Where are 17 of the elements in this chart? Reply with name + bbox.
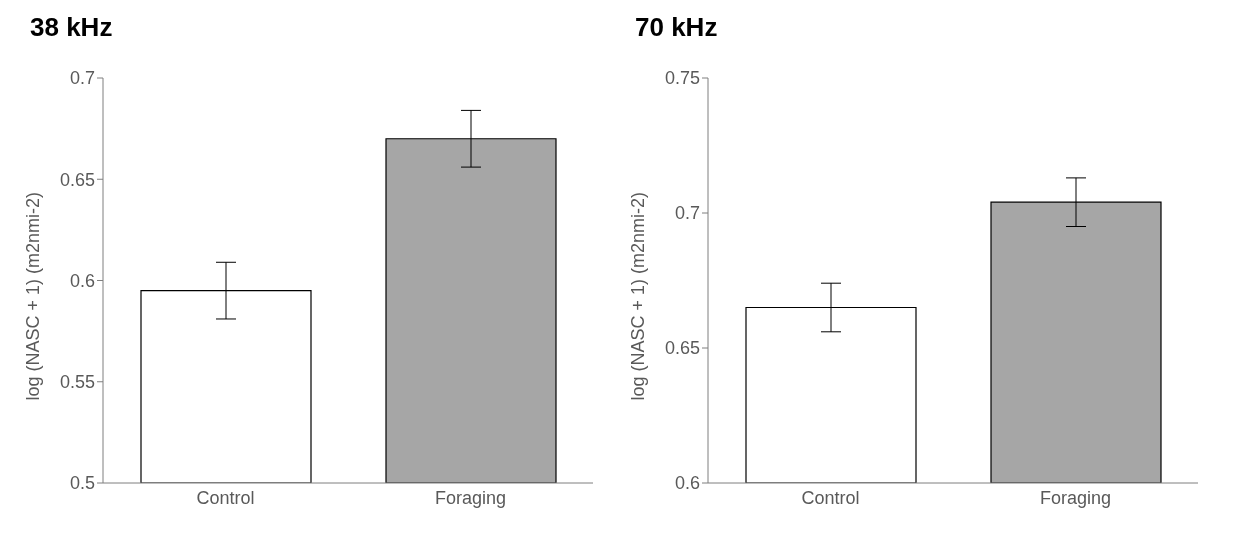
y-tick-label: 0.55 [59,372,95,393]
y-tick-label: 0.75 [664,68,700,89]
x-tick-label: Control [801,487,860,508]
y-tick-label: 0.5 [69,473,95,494]
x-tick-label: Control [196,487,255,508]
chart-title: 70 kHz [635,12,718,43]
y-tick-label: 0.6 [674,473,700,494]
y-tick-label: 0.7 [674,203,700,224]
x-tick-label: Foraging [1039,487,1112,508]
y-axis-title: log (NASC + 1) (m2nmi-2) [23,191,44,401]
y-axis-title: log (NASC + 1) (m2nmi-2) [628,191,649,401]
chart-title: 38 kHz [30,12,113,43]
y-tick-label: 0.7 [69,68,95,89]
y-tick-label: 0.65 [664,338,700,359]
y-tick-label: 0.6 [69,270,95,291]
y-tick-label: 0.65 [59,169,95,190]
x-tick-label: Foraging [434,487,507,508]
